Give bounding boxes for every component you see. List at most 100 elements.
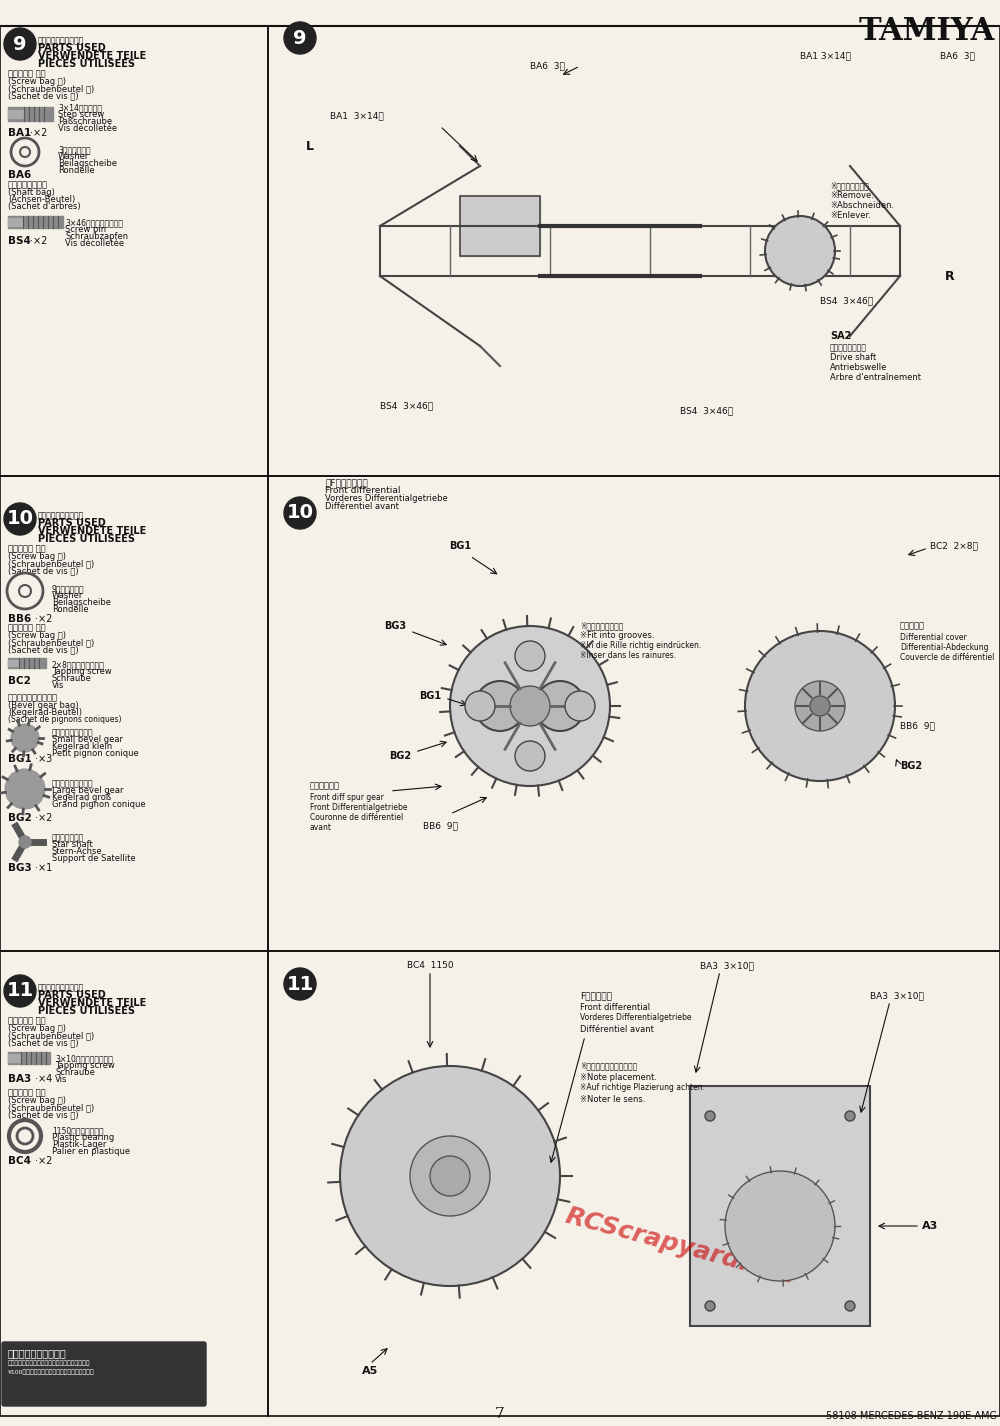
Bar: [8, 218, 22, 225]
Text: 3×46㎜スクリューピン: 3×46㎜スクリューピン: [65, 218, 123, 227]
Circle shape: [284, 968, 316, 1000]
Text: BA6  3㎜: BA6 3㎜: [940, 51, 975, 60]
Bar: [8, 1052, 50, 1064]
Text: Antriebswelle: Antriebswelle: [830, 364, 887, 372]
Bar: [0, 476, 268, 951]
Text: Large bevel gear: Large bevel gear: [52, 786, 124, 796]
Text: BS4  3×46㎜: BS4 3×46㎜: [380, 402, 433, 411]
Text: ベベルギヤー（小）: ベベルギヤー（小）: [52, 729, 94, 737]
Circle shape: [565, 692, 595, 722]
Text: Vis décolletée: Vis décolletée: [65, 240, 124, 248]
Circle shape: [765, 215, 835, 287]
Text: Différentiel avant: Différentiel avant: [580, 1024, 654, 1034]
Text: ·×2: ·×2: [30, 235, 47, 247]
Text: Vorderes Differentialgetriebe: Vorderes Differentialgetriebe: [325, 493, 448, 503]
Text: (Sachet de vis Ⓑ): (Sachet de vis Ⓑ): [8, 566, 79, 575]
Text: A5: A5: [362, 1366, 378, 1376]
Text: (Schraubenbeutel Ⓒ): (Schraubenbeutel Ⓒ): [8, 637, 94, 647]
Text: Vis décolletée: Vis décolletée: [58, 124, 117, 133]
Text: BS4: BS4: [8, 235, 31, 247]
Text: 11: 11: [286, 974, 314, 994]
Polygon shape: [5, 769, 45, 809]
Text: ※向きに注意して下さい。: ※向きに注意して下さい。: [580, 1061, 637, 1071]
Circle shape: [705, 1301, 715, 1310]
Text: Couvercle de différentiel: Couvercle de différentiel: [900, 653, 994, 662]
Circle shape: [515, 742, 545, 771]
Text: Beilagscheibe: Beilagscheibe: [58, 160, 117, 168]
Text: ※Inser dans les rainures.: ※Inser dans les rainures.: [580, 652, 676, 660]
Text: PARTS USED: PARTS USED: [38, 43, 106, 53]
Text: 1150プラベアリング: 1150プラベアリング: [52, 1127, 104, 1135]
FancyBboxPatch shape: [2, 1342, 206, 1406]
Text: VERWENDETE TEILE: VERWENDETE TEILE: [38, 51, 146, 61]
Circle shape: [705, 1111, 715, 1121]
Text: Schraube: Schraube: [52, 674, 92, 683]
Text: Washer: Washer: [52, 590, 83, 600]
Circle shape: [4, 975, 36, 1007]
Text: デフカバー: デフカバー: [900, 622, 925, 630]
Text: Grand pignon conique: Grand pignon conique: [52, 800, 146, 809]
Text: (Kegelrad-Beutel): (Kegelrad-Beutel): [8, 707, 82, 717]
Bar: [0, 26, 268, 476]
Text: BG1: BG1: [419, 692, 441, 702]
Text: ·×3: ·×3: [35, 754, 52, 764]
Text: 11: 11: [6, 981, 34, 1001]
Text: ※Noter le sens.: ※Noter le sens.: [580, 1095, 645, 1104]
Text: (Sachet de pignons coniques): (Sachet de pignons coniques): [8, 714, 122, 724]
Text: BG2: BG2: [900, 761, 922, 771]
Text: L: L: [306, 140, 314, 153]
Bar: [0, 951, 268, 1416]
Polygon shape: [11, 724, 39, 752]
Text: (Screw bag Ⓒ): (Screw bag Ⓒ): [8, 1097, 66, 1105]
Text: PARTS USED: PARTS USED: [38, 518, 106, 528]
Text: （ビス袋詰 Ａ）: （ビス袋詰 Ａ）: [8, 1015, 46, 1025]
Text: 3×10㎜タッピングビス: 3×10㎜タッピングビス: [55, 1054, 113, 1062]
Text: Fデフギヤー: Fデフギヤー: [580, 991, 612, 1001]
Text: BC2: BC2: [8, 676, 31, 686]
Text: （ビス袋詰 Ｃ）: （ビス袋詰 Ｃ）: [8, 623, 46, 632]
Text: Palier en plastique: Palier en plastique: [52, 1147, 130, 1156]
Text: PIECES UTILISEES: PIECES UTILISEES: [38, 1005, 135, 1015]
Text: BG1: BG1: [449, 540, 471, 550]
Circle shape: [795, 682, 845, 732]
Text: Tapping screw: Tapping screw: [52, 667, 112, 676]
Text: TAMIYA: TAMIYA: [859, 16, 995, 47]
Bar: [268, 26, 1000, 476]
Text: VERWENDETE TEILE: VERWENDETE TEILE: [38, 526, 146, 536]
Text: 9: 9: [293, 29, 307, 47]
Text: タミヤの全製品を詳しく紹介した総合カタログは: タミヤの全製品を詳しく紹介した総合カタログは: [8, 1360, 90, 1366]
Text: Vis: Vis: [55, 1075, 67, 1084]
Circle shape: [19, 836, 31, 848]
Text: (Shaft bag): (Shaft bag): [8, 188, 55, 197]
Text: Small bevel gear: Small bevel gear: [52, 734, 123, 744]
Text: (Schraubenbeutel Ⓐ): (Schraubenbeutel Ⓐ): [8, 1031, 94, 1040]
Text: Vis: Vis: [52, 682, 64, 690]
Text: ※Auf richtige Plazierung achten.: ※Auf richtige Plazierung achten.: [580, 1084, 705, 1092]
Text: BS4  3×46㎜: BS4 3×46㎜: [680, 406, 733, 415]
Text: SA2: SA2: [830, 331, 851, 341]
Text: A3: A3: [922, 1221, 938, 1231]
Text: R: R: [945, 270, 955, 282]
Bar: [8, 1054, 20, 1062]
Bar: [268, 476, 1000, 951]
Text: 2×8㎜タッピングビス: 2×8㎜タッピングビス: [52, 660, 105, 669]
Text: 3㎜ワッシャー: 3㎜ワッシャー: [58, 145, 91, 154]
Text: (Sachet de vis Ⓐ): (Sachet de vis Ⓐ): [8, 91, 79, 100]
Text: (Sachet de vis Ⓒ): (Sachet de vis Ⓒ): [8, 645, 79, 655]
Text: （ビス袋詰 Ｃ）: （ビス袋詰 Ｃ）: [8, 1088, 46, 1097]
Circle shape: [4, 29, 36, 60]
Text: BG3: BG3: [384, 620, 406, 630]
Text: ドライブシャフト: ドライブシャフト: [830, 344, 867, 352]
Text: Paßschraube: Paßschraube: [58, 117, 112, 125]
Text: （ビス袋詰 Ｂ）: （ビス袋詰 Ｂ）: [8, 543, 46, 553]
Circle shape: [430, 1156, 470, 1196]
Text: BG3: BG3: [8, 863, 32, 873]
Text: タミヤの総合カタログ: タミヤの総合カタログ: [8, 1348, 67, 1358]
Text: Petit pignon conique: Petit pignon conique: [52, 749, 139, 759]
Text: (Schraubenbeutel Ⓒ): (Schraubenbeutel Ⓒ): [8, 1102, 94, 1112]
Text: PIECES UTILISEES: PIECES UTILISEES: [38, 533, 135, 543]
Circle shape: [475, 682, 525, 732]
Circle shape: [745, 630, 895, 781]
Circle shape: [450, 626, 610, 786]
Text: ※Abschneiden.: ※Abschneiden.: [830, 201, 894, 211]
